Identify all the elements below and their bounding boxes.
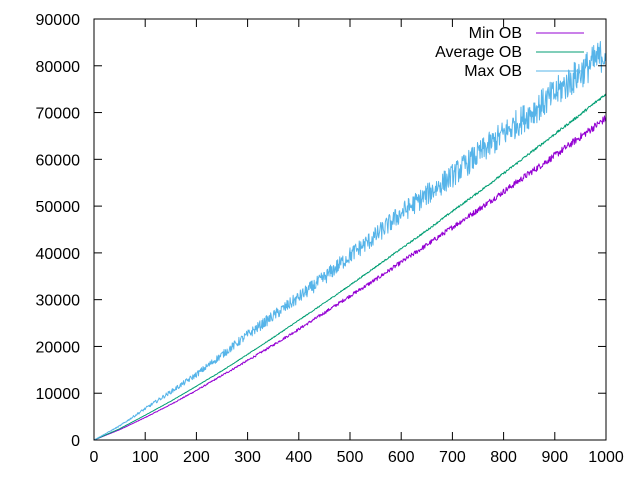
series-line-average-ob — [93, 93, 607, 441]
legend: Min OB Average OB Max OB — [435, 25, 584, 80]
legend-label-max-ob: Max OB — [464, 63, 522, 80]
y-tick-label: 60000 — [36, 152, 81, 169]
legend-label-min-ob: Min OB — [469, 25, 522, 42]
x-tick-label: 800 — [490, 449, 517, 466]
series-layer — [93, 40, 607, 441]
y-tick-label: 50000 — [36, 199, 81, 216]
x-tick-label: 500 — [337, 449, 364, 466]
x-tick-label: 1000 — [588, 449, 624, 466]
y-tick-label: 80000 — [36, 59, 81, 76]
x-tick-label: 700 — [439, 449, 466, 466]
y-tick-label: 30000 — [36, 293, 81, 310]
x-tick-label: 200 — [183, 449, 210, 466]
x-tick-label: 100 — [132, 449, 159, 466]
y-tick-label: 0 — [71, 433, 80, 450]
y-tick-label: 70000 — [36, 106, 81, 123]
x-tick-label: 300 — [234, 449, 261, 466]
x-tick-label: 900 — [541, 449, 568, 466]
series-line-min-ob — [93, 115, 607, 441]
series-line-max-ob — [93, 40, 607, 441]
x-tick-label: 400 — [285, 449, 312, 466]
y-tick-label: 10000 — [36, 386, 81, 403]
legend-label-average-ob: Average OB — [435, 44, 522, 61]
y-tick-label: 40000 — [36, 246, 81, 263]
y-tick-label: 20000 — [36, 339, 81, 356]
axes-layer: 0 100 200 300 400 500 600 700 800 900 100001000020… — [36, 12, 624, 466]
x-tick-label: 600 — [388, 449, 415, 466]
y-tick-label: 90000 — [36, 12, 81, 29]
x-tick-label: 0 — [90, 449, 99, 466]
plot-frame — [93, 18, 607, 441]
